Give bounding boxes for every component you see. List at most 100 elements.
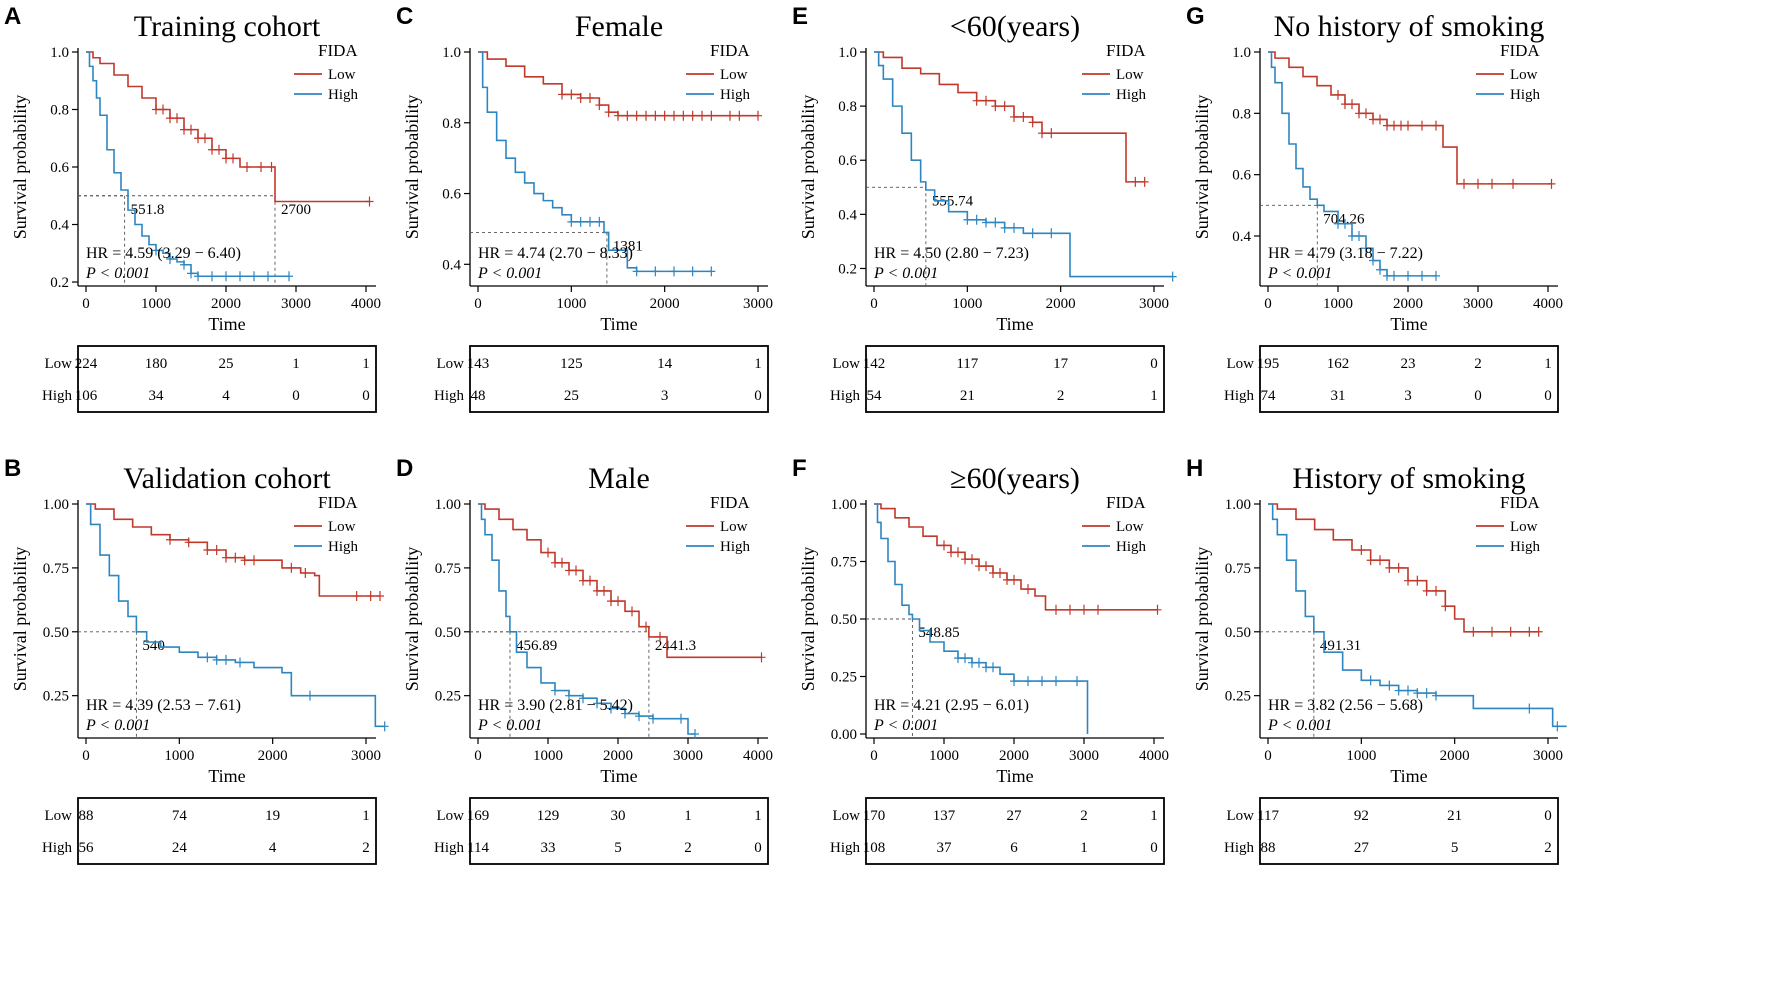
censor-mark xyxy=(982,561,990,572)
risk-table-high-label: High xyxy=(830,840,861,856)
risk-table-low-value: 170 xyxy=(863,808,886,824)
censor-mark xyxy=(201,133,209,144)
risk-table-high-value: 0 xyxy=(1474,388,1482,404)
censor-mark xyxy=(579,693,587,704)
x-tick-label: 0 xyxy=(474,296,482,312)
censor-mark xyxy=(677,713,685,724)
panel-C: C Female 0.4 0.6 0.8 1.0 0 1000 2000 3000 Survival… xyxy=(396,3,773,413)
censor-mark xyxy=(1404,270,1412,281)
survival-curve-high xyxy=(1268,51,1436,277)
censor-mark xyxy=(1418,120,1426,131)
censor-mark xyxy=(208,271,216,282)
risk-table-high-value: 25 xyxy=(564,388,579,404)
censor-mark xyxy=(565,690,573,701)
censor-mark xyxy=(972,95,981,106)
survival-curve-high xyxy=(86,503,385,728)
censor-mark xyxy=(1366,675,1375,686)
panel-title: Female xyxy=(575,10,663,43)
censor-mark xyxy=(1028,117,1037,128)
censor-mark xyxy=(1348,99,1356,110)
censor-mark xyxy=(1362,108,1370,119)
y-tick-label: 0.8 xyxy=(1232,106,1251,122)
risk-table-high-value: 54 xyxy=(867,388,883,404)
censor-mark xyxy=(586,93,594,103)
censor-mark xyxy=(203,545,212,555)
legend-high-label: High xyxy=(1510,87,1541,103)
censor-mark xyxy=(975,657,983,668)
survival-curve-low xyxy=(1268,503,1539,633)
survival-curve-low xyxy=(874,503,1158,611)
legend-low-label: Low xyxy=(328,67,356,83)
censor-mark xyxy=(972,214,981,225)
censor-mark xyxy=(212,654,221,665)
censor-mark xyxy=(614,596,622,607)
legend-low-label: Low xyxy=(1510,519,1538,535)
survival-curve-high xyxy=(874,503,1089,734)
censor-mark xyxy=(1153,604,1162,615)
y-tick-label: 1.00 xyxy=(1225,497,1251,513)
censor-mark xyxy=(991,217,1000,228)
risk-table-high-value: 27 xyxy=(1354,840,1370,856)
p-annotation: P < 0.001 xyxy=(477,717,542,734)
censor-mark xyxy=(1547,178,1556,189)
censor-mark xyxy=(1394,685,1403,696)
x-tick-label: 3000 xyxy=(1139,296,1169,312)
x-tick-label: 2000 xyxy=(211,296,241,312)
y-tick-label: 0.4 xyxy=(838,207,857,223)
x-tick-label: 2000 xyxy=(603,748,633,764)
panel-letter: D xyxy=(396,455,413,482)
censor-mark xyxy=(173,113,181,124)
censor-mark xyxy=(1080,604,1088,615)
risk-table-high-value: 0 xyxy=(362,388,370,404)
censor-mark xyxy=(1010,574,1018,585)
median-label: 2700 xyxy=(281,202,311,218)
risk-table-high-label: High xyxy=(434,840,465,856)
risk-table-high-value: 108 xyxy=(863,840,886,856)
censor-mark xyxy=(586,216,594,227)
legend-title: FIDA xyxy=(318,493,358,512)
censor-mark xyxy=(1341,218,1349,229)
censor-mark xyxy=(1397,120,1405,131)
censor-mark xyxy=(1506,626,1515,637)
censor-mark xyxy=(215,144,223,155)
censor-mark xyxy=(208,144,216,155)
censor-mark xyxy=(1024,676,1032,687)
censor-mark xyxy=(735,110,744,121)
legend-high-label: High xyxy=(720,87,751,103)
censor-mark xyxy=(1357,545,1366,555)
censor-mark xyxy=(600,585,608,596)
panel-title: Male xyxy=(588,462,650,495)
risk-table-low-value: 1 xyxy=(754,356,762,372)
censor-mark xyxy=(1038,676,1046,687)
risk-table-high-label: High xyxy=(830,388,861,404)
risk-table-high-value: 31 xyxy=(1331,388,1346,404)
risk-table-high-value: 0 xyxy=(292,388,300,404)
risk-table-high-value: 33 xyxy=(541,840,556,856)
censor-mark xyxy=(1376,555,1384,566)
censor-mark xyxy=(166,534,174,545)
censor-mark xyxy=(688,266,697,277)
x-tick-label: 0 xyxy=(82,748,90,764)
risk-table-low-value: 169 xyxy=(467,808,490,824)
censor-mark xyxy=(1334,218,1342,229)
risk-table-high-value: 21 xyxy=(960,388,975,404)
risk-table-low-label: Low xyxy=(1227,808,1255,824)
y-tick-label: 1.00 xyxy=(435,497,461,513)
risk-table-low-label: Low xyxy=(437,356,465,372)
risk-table-low-value: 125 xyxy=(560,356,583,372)
legend-low-label: Low xyxy=(720,519,748,535)
risk-table-low-label: Low xyxy=(437,808,465,824)
panel-H: H History of smoking 0.25 0.50 0.75 1.00 0 1000… xyxy=(1186,455,1567,865)
censor-mark xyxy=(301,568,310,578)
panel-letter: H xyxy=(1186,455,1203,482)
censor-mark xyxy=(1432,270,1440,281)
censor-mark xyxy=(1010,222,1018,233)
censor-mark xyxy=(1432,690,1440,701)
censor-mark xyxy=(1474,178,1482,189)
censor-mark xyxy=(961,554,969,565)
censor-mark xyxy=(954,547,962,558)
censor-mark xyxy=(614,110,622,121)
legend-high-label: High xyxy=(1510,539,1541,555)
